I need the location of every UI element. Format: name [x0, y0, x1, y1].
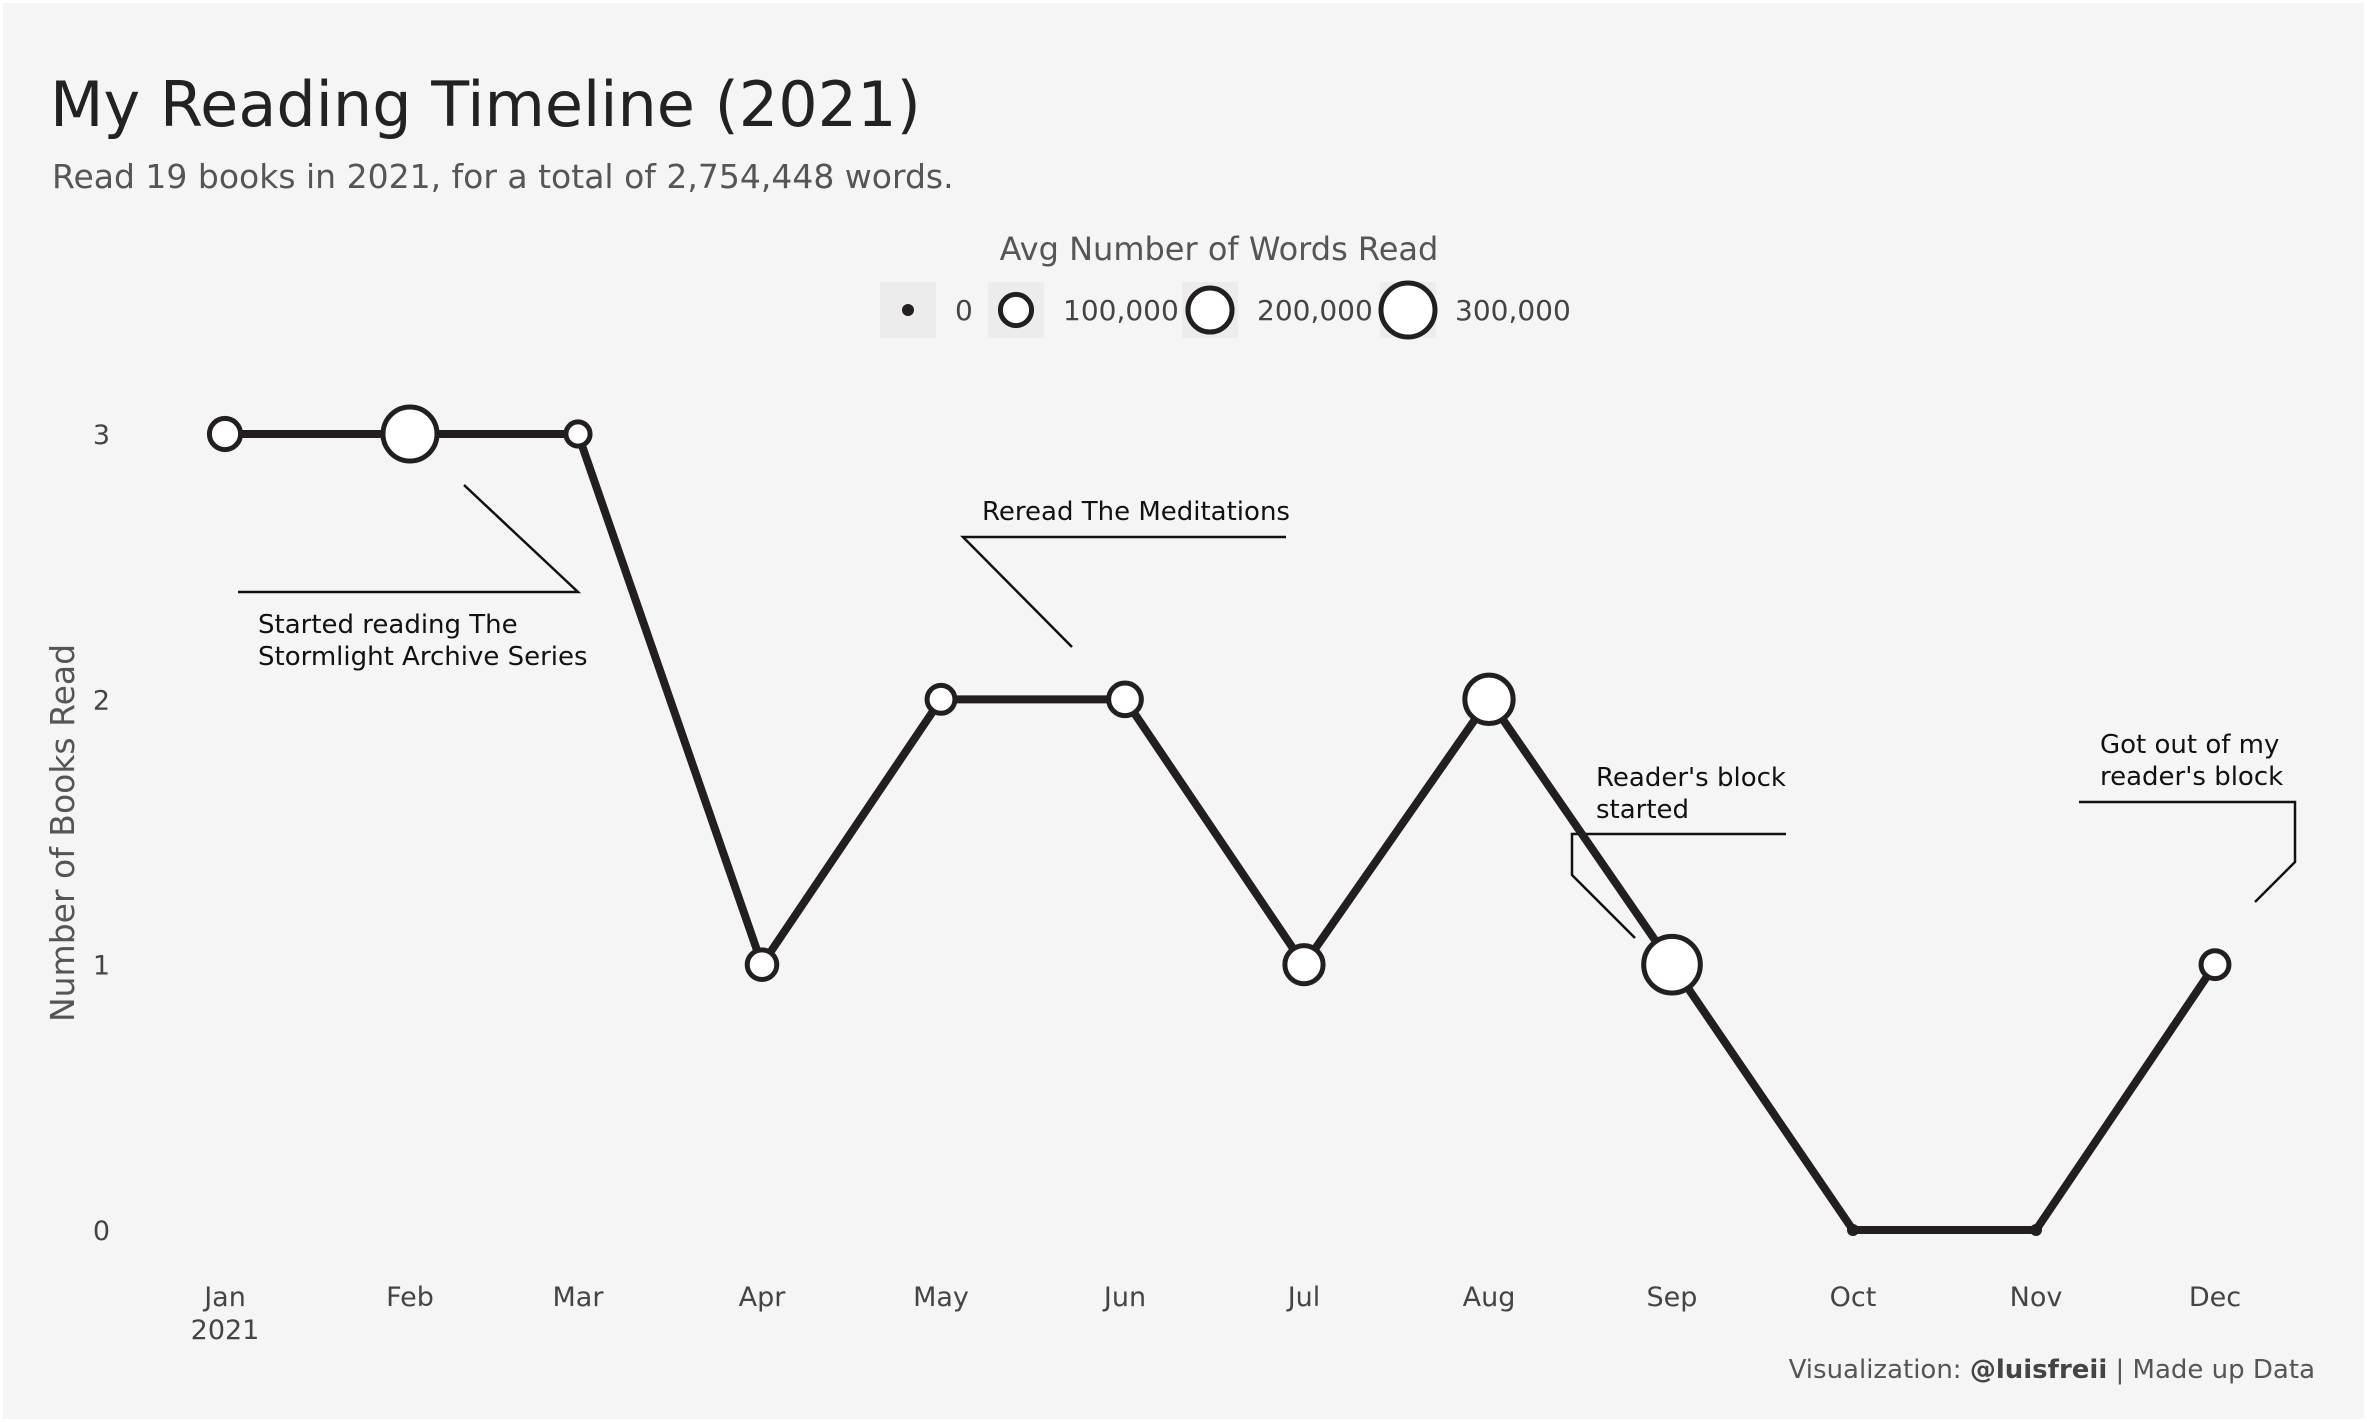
x-tick-label: Nov	[2010, 1282, 2063, 1313]
caption-author: @luisfreii	[1969, 1355, 2108, 1385]
data-point	[1641, 933, 1703, 996]
data-point	[1106, 680, 1144, 719]
legend-title: Avg Number of Words Read	[1000, 230, 1439, 268]
legend-entry-label: 0	[955, 294, 973, 327]
chart-caption: Visualization: @luisfreii | Made up Data	[1789, 1355, 2315, 1385]
y-axis-label: Number of Books Read	[43, 644, 82, 1022]
x-tick-label: Jul	[1286, 1282, 1321, 1313]
x-tick-label: Sep	[1647, 1282, 1698, 1313]
data-point	[1847, 1224, 1859, 1236]
series-line	[225, 430, 2219, 1234]
y-tick-label: 2	[93, 685, 110, 716]
data-point	[1282, 943, 1326, 987]
y-tick-label: 0	[93, 1216, 110, 1247]
data-points	[206, 404, 2232, 1236]
annotation-text: Stormlight Archive Series	[258, 642, 588, 672]
annotation-text: Reader's block	[1596, 763, 1786, 793]
annotation-text: started	[1596, 795, 1689, 825]
annotation-text: Reread The Meditations	[982, 497, 1290, 527]
x-tick-label: Mar	[553, 1282, 605, 1313]
annotation-text: Started reading The	[258, 610, 518, 640]
annotation-text: Got out of my	[2100, 730, 2279, 760]
annotation-leader-line	[238, 484, 582, 594]
x-tick-label: Oct	[1830, 1282, 1877, 1313]
legend-key-marker	[1378, 280, 1438, 340]
x-tick-label: 2021	[191, 1315, 260, 1346]
y-tick-label: 3	[93, 420, 110, 451]
data-point	[206, 415, 244, 453]
legend-key-marker	[1185, 285, 1235, 335]
y-axis-ticks: 0 1 2 3	[93, 420, 110, 1247]
data-point	[1462, 672, 1516, 726]
annotation-text: reader's block	[2100, 762, 2283, 792]
legend-key-marker	[902, 304, 914, 316]
data-point	[563, 419, 593, 449]
x-tick-label: Jun	[1102, 1282, 1146, 1313]
data-point	[380, 404, 440, 464]
x-tick-label: May	[913, 1282, 969, 1313]
x-tick-label: Jan	[202, 1282, 246, 1313]
data-point	[924, 682, 958, 716]
x-tick-label: Aug	[1463, 1282, 1516, 1313]
legend-entry-label: 300,000	[1455, 294, 1571, 327]
size-legend: Avg Number of Words Read 0 100,000 200,000 3…	[880, 230, 1571, 340]
legend-key-marker	[997, 291, 1035, 329]
caption-suffix: | Made up Data	[2107, 1355, 2316, 1385]
chart-subtitle: Read 19 books in 2021, for a total of 2,…	[52, 157, 954, 196]
chart-background	[3, 3, 2364, 1419]
y-tick-label: 1	[93, 951, 110, 982]
annotation-leader-line	[960, 535, 1286, 648]
data-point	[2030, 1224, 2042, 1236]
data-point	[744, 947, 780, 982]
data-point	[2198, 948, 2232, 982]
x-tick-label: Feb	[386, 1282, 434, 1313]
legend-entry-label: 100,000	[1063, 294, 1179, 327]
annotation-leader-line	[1570, 832, 1786, 939]
chart-title: My Reading Timeline (2021)	[50, 68, 921, 141]
caption-prefix: Visualization:	[1788, 1355, 1970, 1385]
annotation-leader-line	[2079, 800, 2297, 903]
legend-entry-label: 200,000	[1257, 294, 1373, 327]
x-tick-label: Apr	[739, 1282, 787, 1313]
x-tick-label: Dec	[2189, 1282, 2241, 1313]
